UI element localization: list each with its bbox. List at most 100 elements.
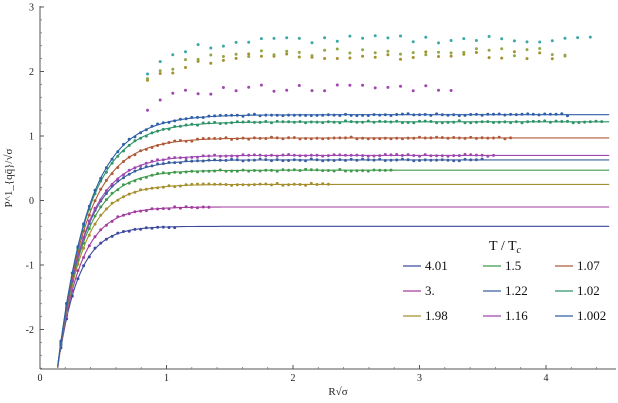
data-point xyxy=(550,53,554,57)
data-point xyxy=(309,137,313,141)
data-point xyxy=(156,144,160,147)
data-point xyxy=(281,137,285,141)
data-point xyxy=(207,121,211,125)
data-point xyxy=(99,241,103,245)
data-point xyxy=(196,170,199,174)
data-point xyxy=(355,137,359,141)
y-tick-label: 3 xyxy=(29,3,34,14)
data-point xyxy=(104,237,108,241)
data-point xyxy=(178,184,182,188)
data-point xyxy=(144,147,148,151)
data-point xyxy=(127,192,131,196)
data-point xyxy=(349,135,353,139)
data-point xyxy=(514,120,518,124)
data-point xyxy=(156,129,160,133)
legend-title: T / Tc xyxy=(489,239,522,256)
data-point xyxy=(70,271,74,275)
data-point xyxy=(209,61,213,65)
data-point xyxy=(258,114,262,118)
data-point xyxy=(139,177,143,181)
data-point xyxy=(281,114,285,118)
data-point xyxy=(270,168,273,172)
data-point xyxy=(378,113,382,117)
data-point xyxy=(110,182,114,186)
data-point xyxy=(213,169,217,173)
data-point xyxy=(418,159,421,162)
data-point xyxy=(252,183,256,187)
data-point xyxy=(127,172,131,176)
data-point xyxy=(361,169,365,173)
data-point xyxy=(349,113,353,117)
data-point xyxy=(139,188,143,192)
data-point xyxy=(218,158,222,162)
data-point xyxy=(173,226,177,230)
data-point xyxy=(520,112,524,116)
data-point xyxy=(173,161,177,165)
data-point xyxy=(487,48,491,52)
data-point xyxy=(361,36,365,40)
data-point xyxy=(297,55,301,59)
data-point xyxy=(218,182,222,186)
data-point xyxy=(190,169,194,173)
data-point xyxy=(184,123,188,127)
data-point xyxy=(285,88,289,92)
data-point xyxy=(167,207,171,211)
data-point xyxy=(418,154,421,158)
data-point xyxy=(241,136,245,140)
data-point xyxy=(400,112,404,116)
data-point xyxy=(122,183,125,187)
data-point xyxy=(150,186,154,190)
data-point xyxy=(373,51,377,55)
legend-entry-label: 3. xyxy=(425,283,435,298)
data-point xyxy=(93,188,97,192)
data-point xyxy=(315,136,319,140)
data-point xyxy=(264,137,268,140)
data-point xyxy=(440,113,444,117)
data-point xyxy=(184,205,188,209)
data-point xyxy=(184,159,188,163)
data-point xyxy=(349,120,353,124)
data-point xyxy=(437,50,440,54)
data-point xyxy=(133,169,137,173)
data-point xyxy=(150,173,154,177)
data-point xyxy=(429,158,433,162)
data-point xyxy=(122,173,125,177)
data-point xyxy=(474,51,478,54)
data-point xyxy=(287,120,291,124)
data-point xyxy=(82,246,86,250)
data-point xyxy=(139,131,143,135)
data-point xyxy=(480,136,484,140)
data-point xyxy=(304,113,308,117)
data-point xyxy=(150,131,154,135)
data-point xyxy=(386,49,390,53)
data-point xyxy=(383,136,387,140)
data-point xyxy=(366,154,370,158)
data-point xyxy=(309,120,313,124)
data-point xyxy=(196,57,200,61)
data-point xyxy=(332,153,336,157)
data-point xyxy=(543,112,547,116)
data-point xyxy=(462,50,466,54)
data-point xyxy=(230,121,234,125)
legend-entry-label: 1.02 xyxy=(577,283,600,298)
data-point xyxy=(59,339,63,343)
data-point xyxy=(230,169,234,173)
data-point xyxy=(418,113,421,117)
data-point xyxy=(423,158,427,162)
data-point xyxy=(474,112,478,116)
y-tick-label: -1 xyxy=(26,261,34,272)
data-point xyxy=(264,168,268,172)
data-point xyxy=(281,120,285,124)
legend-title-subscript: c xyxy=(517,245,522,256)
data-point xyxy=(323,48,327,52)
data-point xyxy=(110,191,114,195)
data-point xyxy=(287,168,291,172)
data-point xyxy=(252,136,256,140)
data-point xyxy=(76,269,80,273)
data-point xyxy=(116,177,120,181)
data-point xyxy=(440,158,444,162)
data-point xyxy=(474,153,478,157)
data-point xyxy=(241,120,245,124)
data-point xyxy=(139,227,143,231)
series-1.02 xyxy=(57,119,610,367)
